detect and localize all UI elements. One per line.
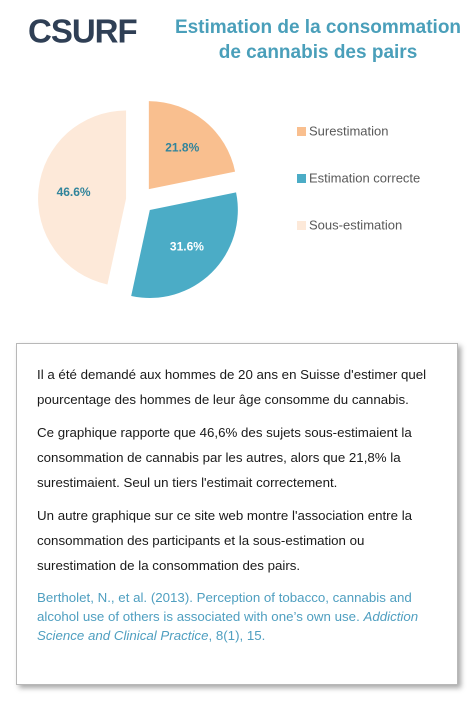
citation: Bertholet, N., et al. (2013). Perception… bbox=[37, 588, 437, 645]
logo: CSURF bbox=[28, 13, 137, 50]
paragraph: Un autre graphique sur ce site web montr… bbox=[37, 508, 413, 573]
paragraph: Ce graphique rapporte que 46,6% des suje… bbox=[37, 425, 412, 490]
citation-text: , 8(1), 15. bbox=[208, 628, 266, 643]
slice-label: 31.6% bbox=[170, 240, 204, 254]
citation-text: Bertholet, N., et al. (2013). Perception… bbox=[37, 590, 412, 624]
text-box: Il a été demandé aux hommes de 20 ans en… bbox=[16, 343, 458, 685]
slice-label: 46.6% bbox=[57, 185, 91, 199]
legend-swatch bbox=[297, 127, 306, 136]
citation-journal: Addiction Science and Clinical Practice bbox=[37, 609, 419, 643]
legend-label: Sous-estimation bbox=[309, 217, 402, 232]
legend-label: Surestimation bbox=[309, 123, 388, 138]
pie-slice bbox=[148, 101, 236, 190]
slice-label: 21.8% bbox=[165, 140, 199, 154]
legend-label: Estimation correcte bbox=[309, 170, 420, 185]
chart: CSURF Estimation de la consommation de c… bbox=[28, 13, 461, 298]
paragraph: Il a été demandé aux hommes de 20 ans en… bbox=[37, 367, 427, 407]
chart-title: Estimation de la consommation bbox=[175, 17, 461, 38]
chart-title: de cannabis des pairs bbox=[219, 42, 418, 63]
pie-slice bbox=[38, 110, 127, 285]
legend-swatch bbox=[297, 174, 306, 183]
pie-slice bbox=[131, 192, 238, 298]
legend-swatch bbox=[297, 221, 306, 230]
